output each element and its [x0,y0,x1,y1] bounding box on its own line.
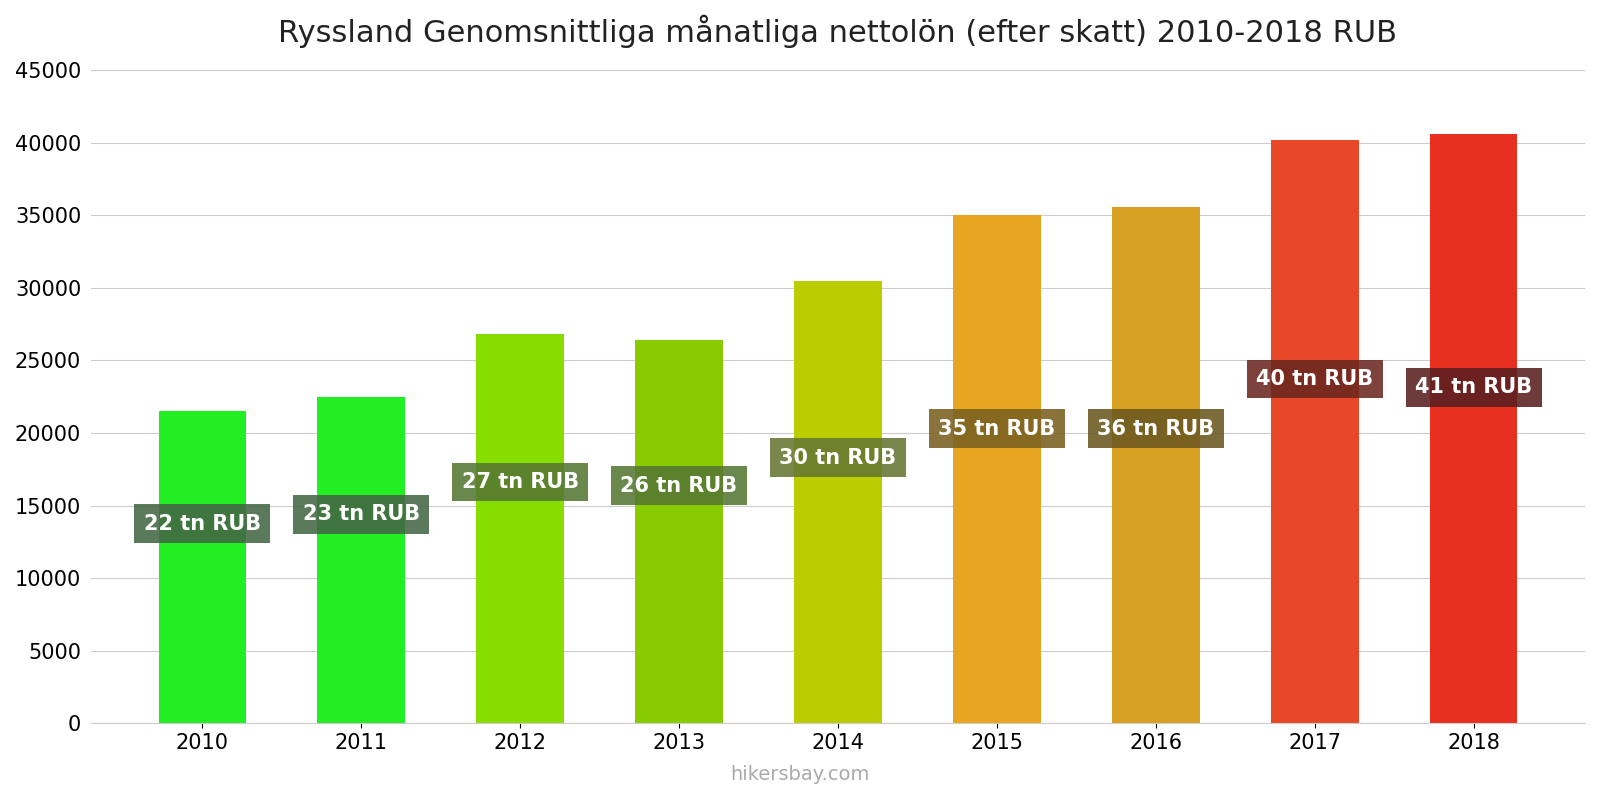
Bar [1112,206,1200,723]
Text: hikersbay.com: hikersbay.com [730,765,870,784]
Bar [1270,140,1358,723]
Bar [635,340,723,723]
Bar [954,215,1040,723]
Bar [794,281,882,723]
Text: 40 tn RUB: 40 tn RUB [1256,369,1373,389]
Text: 23 tn RUB: 23 tn RUB [302,504,419,524]
Text: 36 tn RUB: 36 tn RUB [1098,418,1214,438]
Text: 22 tn RUB: 22 tn RUB [144,514,261,534]
Bar [477,334,563,723]
Bar [317,397,405,723]
Title: Ryssland Genomsnittliga månatliga nettolön (efter skatt) 2010-2018 RUB: Ryssland Genomsnittliga månatliga nettol… [278,15,1397,48]
Bar [1430,134,1517,723]
Text: 35 tn RUB: 35 tn RUB [938,418,1056,438]
Text: 26 tn RUB: 26 tn RUB [621,476,738,496]
Text: 27 tn RUB: 27 tn RUB [461,472,579,492]
Text: 30 tn RUB: 30 tn RUB [779,448,896,468]
Text: 41 tn RUB: 41 tn RUB [1414,378,1533,398]
Bar [158,411,246,723]
